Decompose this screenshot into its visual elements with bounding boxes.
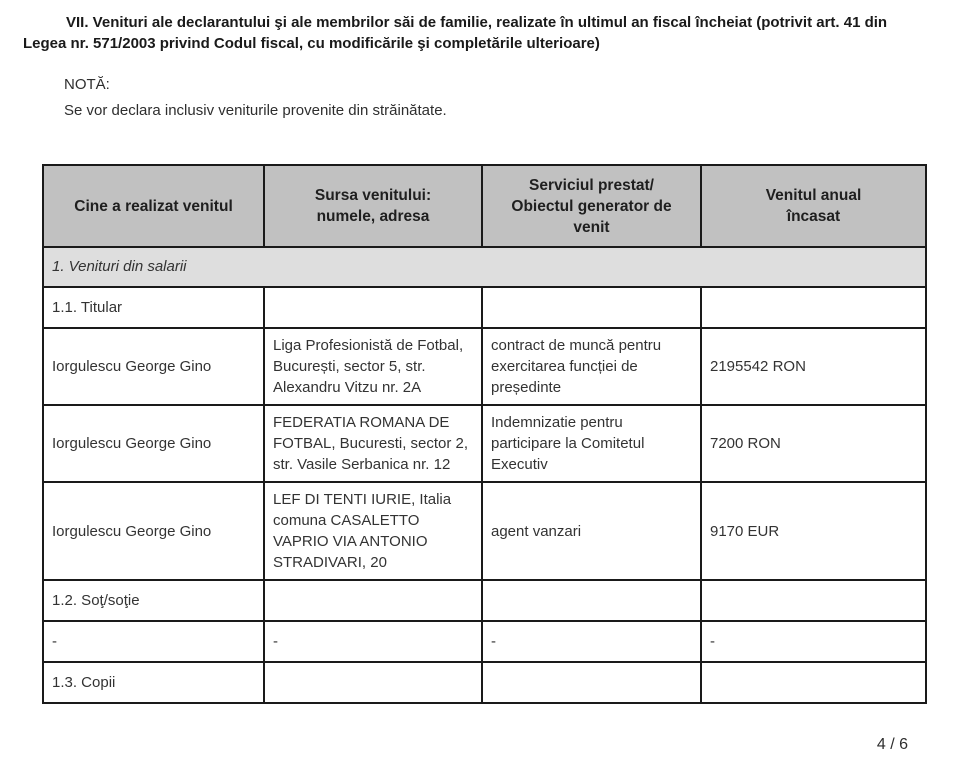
- table-cell: 1.3. Copii: [42, 661, 265, 704]
- table-cell: [481, 661, 702, 704]
- table-cell: 1.2. Soţ/soţie: [42, 579, 265, 622]
- table-row: 1.3. Copii: [42, 661, 927, 704]
- table-cell: [481, 579, 702, 622]
- section-row: 1. Venituri din salarii: [42, 246, 927, 288]
- table-cell: 9170 EUR: [700, 481, 927, 581]
- table-row: 1.1. Titular: [42, 286, 927, 329]
- table-row: ----: [42, 620, 927, 663]
- section-row-label: 1. Venituri din salarii: [42, 246, 927, 288]
- table-cell: [263, 661, 483, 704]
- table-cell: [700, 286, 927, 329]
- note-text: Se vor declara inclusiv veniturile prove…: [64, 102, 447, 119]
- table-cell: -: [42, 620, 265, 663]
- table-cell: 2195542 RON: [700, 327, 927, 406]
- table-cell: agent vanzari: [481, 481, 702, 581]
- table-cell: [700, 661, 927, 704]
- table-cell: [700, 579, 927, 622]
- column-header: Serviciul prestat/ Obiectul generator de…: [481, 164, 702, 248]
- table-body: 1. Venituri din salarii 1.1. Titular Iorgu…: [42, 246, 927, 704]
- table-cell: 7200 RON: [700, 404, 927, 483]
- table-cell: 1.1. Titular: [42, 286, 265, 329]
- table-row: Iorgulescu George Gino LEF DI TENTI IURIE…: [42, 481, 927, 581]
- table-cell: -: [481, 620, 702, 663]
- table-cell: [263, 286, 483, 329]
- header-row: Cine a realizat venitul Sursa venitului: …: [42, 164, 927, 248]
- table-cell: Iorgulescu George Gino: [42, 404, 265, 483]
- note-label: NOTĂ:: [64, 76, 110, 93]
- table-cell: LEF DI TENTI IURIE, Italia comuna CASALE…: [263, 481, 483, 581]
- section-title: VII. Venituri ale declarantului şi ale m…: [23, 14, 888, 52]
- column-header: Venitul anual încasat: [700, 164, 927, 248]
- table-cell: FEDERATIA ROMANA DE FOTBAL, Bucuresti, s…: [263, 404, 483, 483]
- table-row: 1.2. Soţ/soţie: [42, 579, 927, 622]
- page-indicator: 4 / 6: [876, 736, 908, 753]
- income-table: Cine a realizat venitul Sursa venitului: …: [42, 164, 927, 704]
- table-cell: Iorgulescu George Gino: [42, 327, 265, 406]
- table-header: Cine a realizat venitul Sursa venitului: …: [42, 164, 927, 248]
- table-cell: -: [700, 620, 927, 663]
- table-cell: contract de muncă pentru exercitarea fun…: [481, 327, 702, 406]
- table-cell: -: [263, 620, 483, 663]
- note-block: NOTĂ: Se vor declara inclusiv veniturile…: [64, 72, 957, 124]
- table-row: Iorgulescu George Gino Liga Profesionistă…: [42, 327, 927, 406]
- table-cell: [481, 286, 702, 329]
- table-row: Iorgulescu George Gino FEDERATIA ROMANA D…: [42, 404, 927, 483]
- table-cell: Indemnizatie pentru participare la Comit…: [481, 404, 702, 483]
- table-cell: Liga Profesionistă de Fotbal, București,…: [263, 327, 483, 406]
- table-cell: [263, 579, 483, 622]
- column-header: Cine a realizat venitul: [42, 164, 265, 248]
- column-header: Sursa venitului: numele, adresa: [263, 164, 483, 248]
- table-cell: Iorgulescu George Gino: [42, 481, 265, 581]
